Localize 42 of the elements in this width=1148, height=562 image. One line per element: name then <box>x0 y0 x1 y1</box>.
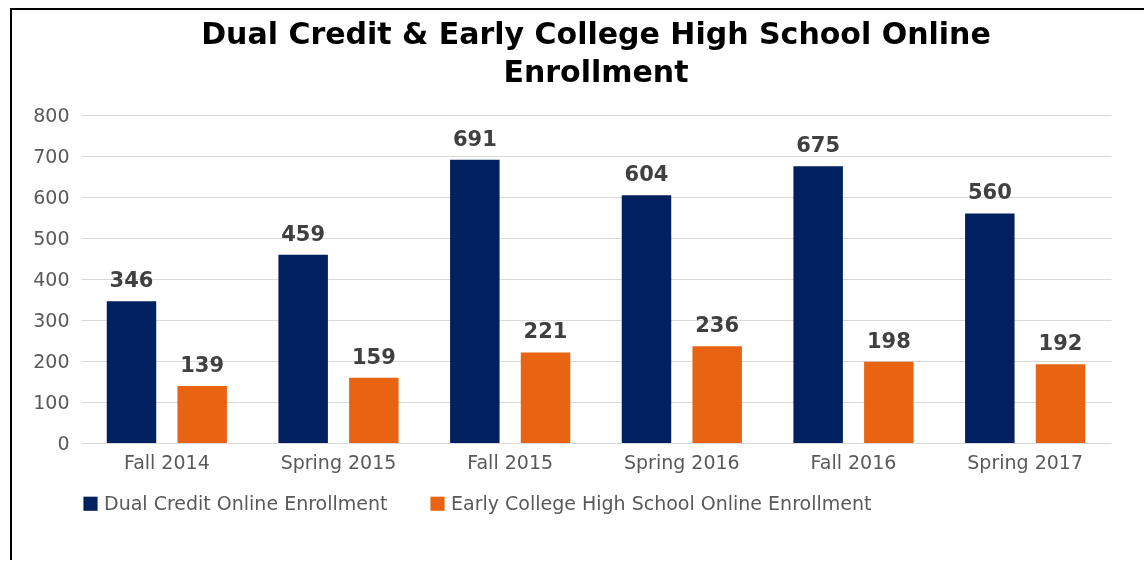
bar <box>278 254 328 443</box>
data-label: 604 <box>624 162 669 187</box>
bar <box>450 159 500 443</box>
y-tick-label: 0 <box>57 431 70 454</box>
data-label: 675 <box>796 133 841 158</box>
y-tick-label: 200 <box>33 349 70 372</box>
y-tick-label: 600 <box>33 185 70 208</box>
data-label: 346 <box>109 268 154 293</box>
y-tick-label: 500 <box>33 226 70 249</box>
bar <box>1035 364 1086 443</box>
bar <box>793 166 843 443</box>
data-label: 691 <box>452 126 497 151</box>
legend-label: Dual Credit Online Enrollment <box>104 491 388 514</box>
bar <box>965 213 1015 443</box>
data-label: 560 <box>967 180 1012 205</box>
bar <box>106 301 157 443</box>
x-tick-label: Spring 2015 <box>280 450 397 473</box>
y-tick-label: 100 <box>33 390 70 413</box>
data-label: 198 <box>866 328 911 353</box>
bar <box>864 361 914 443</box>
data-label: 459 <box>281 221 326 246</box>
data-label: 192 <box>1038 331 1083 356</box>
y-tick-label: 400 <box>33 267 70 290</box>
bar <box>692 346 742 443</box>
y-tick-label: 800 <box>33 103 70 126</box>
data-label: 221 <box>523 319 568 344</box>
legend-label: Early College High School Online Enrollment <box>451 491 872 514</box>
data-label: 236 <box>695 313 740 338</box>
y-tick-label: 300 <box>33 308 70 331</box>
bar <box>621 195 672 443</box>
data-label: 159 <box>351 344 396 369</box>
x-tick-label: Fall 2014 <box>123 450 210 473</box>
x-tick-label: Fall 2015 <box>467 450 554 473</box>
x-tick-label: Fall 2016 <box>810 450 897 473</box>
data-label: 139 <box>180 353 225 378</box>
chart-title: Dual Credit & Early College High School Online Enrollment <box>201 16 991 89</box>
x-tick-label: Spring 2016 <box>623 450 740 473</box>
bar <box>177 386 227 443</box>
y-tick-label: 700 <box>33 144 70 167</box>
x-tick-label: Spring 2017 <box>967 450 1084 473</box>
bar <box>349 377 399 443</box>
bar <box>520 352 571 443</box>
